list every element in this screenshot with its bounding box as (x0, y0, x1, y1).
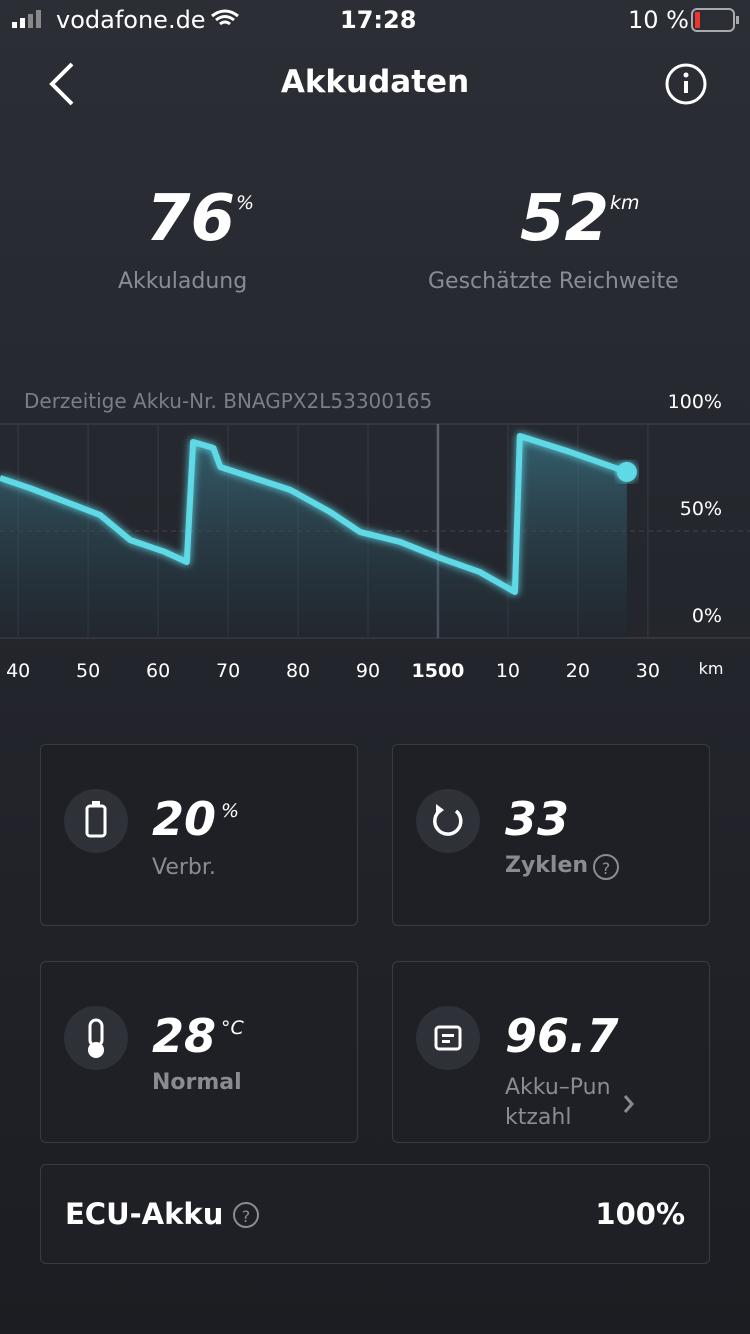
y-tick-label: 50% (680, 498, 722, 520)
x-tick-label: 80 (286, 660, 310, 682)
x-tick-label: 70 (216, 660, 240, 682)
usage-label: Verbr. (152, 855, 216, 880)
chart: 0% 50% 100% 40 50 60 70 80 90 1500 10 20 30 km (0, 391, 750, 682)
svg-text:?: ? (242, 1207, 251, 1226)
usage-value: 20 (152, 792, 217, 846)
back-button[interactable] (49, 62, 74, 106)
ecu-value: 100% (595, 1197, 685, 1231)
carrier: vodafone.de (56, 6, 206, 34)
info-button[interactable] (665, 63, 707, 105)
cycles-value: 33 (505, 792, 570, 846)
end-point (616, 461, 637, 482)
x-tick-label: 40 (6, 660, 30, 682)
x-tick-label: 1500 (412, 660, 465, 682)
x-tick-label: 60 (146, 660, 170, 682)
help-icon[interactable]: ? (233, 1202, 259, 1228)
range-label: Geschätzte Reichweite (428, 269, 679, 294)
clock: 17:28 (340, 6, 417, 34)
x-tick-label: 10 (496, 660, 520, 682)
page-title: Akkudaten (280, 64, 470, 100)
y-tick-label: 100% (668, 391, 722, 413)
area-fill (0, 435, 627, 638)
line (0, 432, 628, 595)
y-tick-label: 0% (692, 605, 722, 627)
battery-level: 10 % (628, 6, 689, 34)
x-tick-label: 20 (566, 660, 590, 682)
x-tick-label: 90 (356, 660, 380, 682)
temp-label: Normal (152, 1070, 242, 1095)
temp-value: 28 (152, 1009, 217, 1063)
charge-value: 76 (146, 182, 236, 256)
x-tick-label: 50 (76, 660, 100, 682)
card-icons: ? ? (64, 789, 634, 1228)
usage-unit: % (221, 800, 240, 822)
x-tick-label: 30 (636, 660, 660, 682)
cycles-label: Zyklen (505, 853, 589, 878)
score-label: Akku–Punktzahl (505, 1075, 611, 1130)
charge-unit: % (236, 192, 255, 214)
temp-unit: °C (221, 1017, 244, 1039)
chart-subtitle: Derzeitige Akku-Nr. BNAGPX2L53300165 (24, 389, 433, 413)
ecu-label: ECU-Akku (65, 1197, 224, 1231)
charge-label: Akkuladung (118, 269, 248, 294)
range-value: 52 (520, 182, 610, 256)
help-icon[interactable]: ? (593, 854, 619, 880)
status-icons (12, 8, 739, 106)
range-unit: km (610, 192, 640, 214)
x-axis-label: km (699, 659, 724, 678)
svg-text:?: ? (602, 859, 611, 878)
ecu-card (40, 1164, 710, 1264)
score-value: 96.7 (505, 1009, 619, 1063)
